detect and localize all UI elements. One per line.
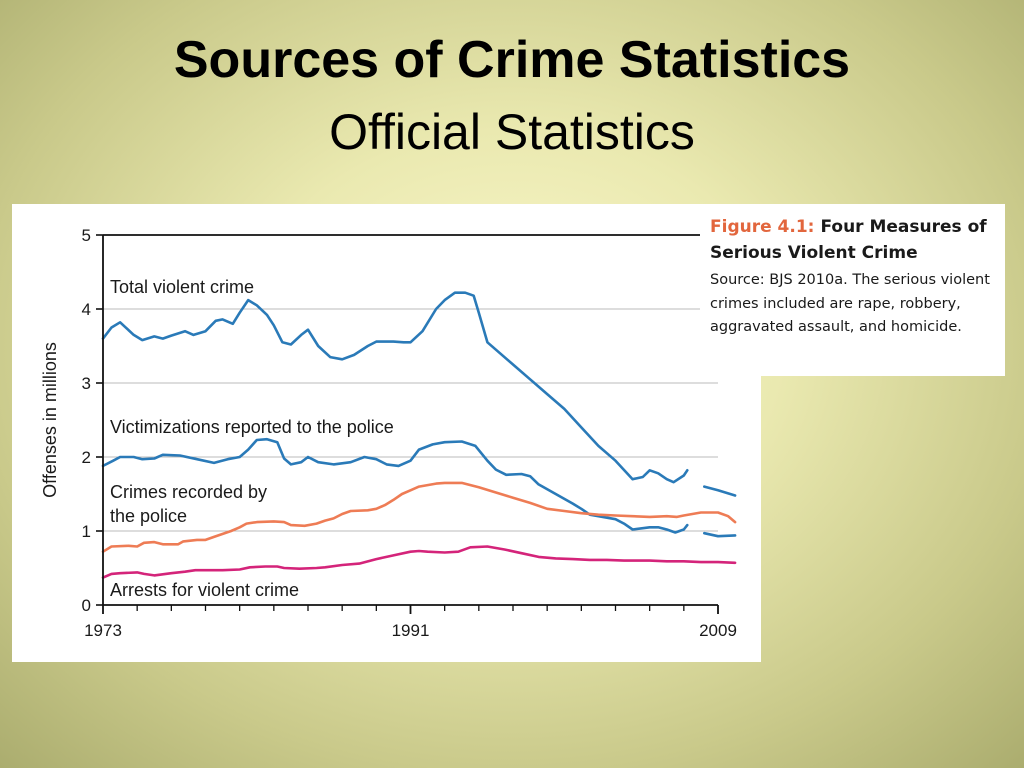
series-line-4 bbox=[101, 481, 737, 553]
slide-subtitle: Official Statistics bbox=[329, 104, 695, 160]
series-label-recorded-1: Crimes recorded by bbox=[110, 482, 267, 502]
x-tick-label-1991: 1991 bbox=[392, 621, 430, 640]
series-label-victimizations: Victimizations reported to the police bbox=[110, 417, 394, 437]
y-tick-label-2: 2 bbox=[82, 448, 91, 467]
series-layer bbox=[101, 291, 737, 579]
label-layer: Total violent crime Victimizations report… bbox=[110, 277, 394, 600]
x-tick-label-2009: 2009 bbox=[699, 621, 737, 640]
y-tick-label-5: 5 bbox=[82, 226, 91, 245]
y-tick-label-3: 3 bbox=[82, 374, 91, 393]
slide-title: Sources of Crime Statistics bbox=[173, 31, 851, 89]
y-tick-label-0: 0 bbox=[82, 596, 91, 615]
y-axis-title: Offenses in millions bbox=[40, 342, 60, 498]
caption-heading: Figure 4.1: Four Measures of Serious Viol… bbox=[710, 214, 1000, 266]
x-tick-label-1973: 1973 bbox=[84, 621, 122, 640]
y-tick-label-1: 1 bbox=[82, 522, 91, 541]
caption-source: Source: BJS 2010a. The serious violent c… bbox=[710, 272, 990, 335]
crime-measures-chart: 0 1 2 3 4 5 1973 1991 2009 Offenses in millions T… bbox=[40, 226, 737, 640]
figure-title: Four Measures of Serious Violent Crime bbox=[710, 217, 987, 263]
series-line-3 bbox=[703, 531, 737, 538]
chart-panel: 0 1 2 3 4 5 1973 1991 2009 Offenses in millions T… bbox=[12, 204, 761, 662]
axis-layer: 0 1 2 3 4 5 1973 1991 2009 Offenses in millions bbox=[40, 226, 737, 640]
series-label-arrests: Arrests for violent crime bbox=[110, 580, 299, 600]
series-line-2 bbox=[101, 437, 689, 534]
figure-number: Figure 4.1: bbox=[710, 217, 815, 237]
series-label-total: Total violent crime bbox=[110, 277, 254, 297]
series-label-recorded-2: the police bbox=[110, 506, 187, 526]
y-tick-label-4: 4 bbox=[82, 300, 91, 319]
series-line-1 bbox=[703, 485, 737, 497]
series-line-5 bbox=[101, 545, 737, 579]
figure-caption: Figure 4.1: Four Measures of Serious Viol… bbox=[700, 204, 1005, 376]
series-line-0 bbox=[101, 291, 689, 484]
